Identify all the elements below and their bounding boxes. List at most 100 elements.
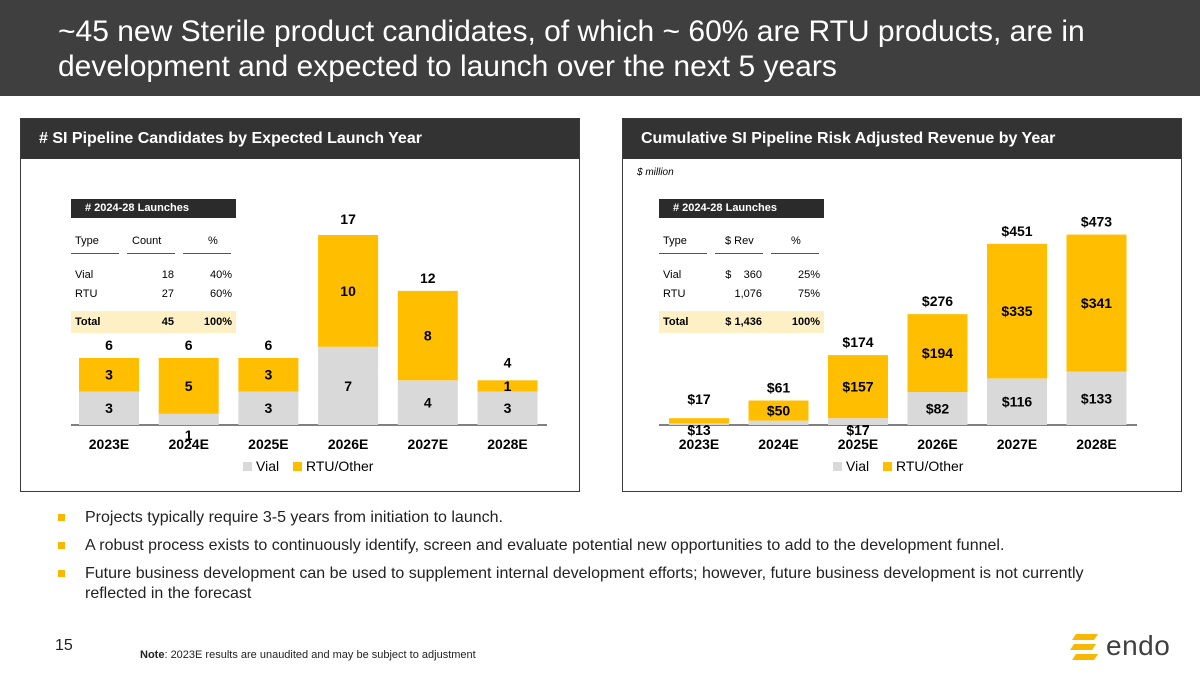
cell: 100% — [203, 316, 232, 328]
footnote: Note: 2023E results are unaudited and ma… — [140, 649, 476, 661]
x-tick-label: 2026E — [917, 436, 957, 452]
data-label-vial: $82 — [926, 401, 950, 417]
cell: 1,076 — [734, 288, 762, 300]
bar-vial — [158, 413, 219, 425]
bar-rtu — [748, 400, 809, 421]
revenue-chart: $13 $17 2023E $50 $61 2024E $17 $157 $174 2025E $8… — [659, 214, 1137, 474]
cell: 25% — [797, 269, 820, 281]
bar-vial — [748, 420, 809, 425]
endo-logo-icon — [1070, 634, 1098, 660]
x-tick-label: 2027E — [408, 436, 448, 452]
header-underline — [183, 253, 231, 254]
bar-rtu — [987, 243, 1047, 379]
total-label: 6 — [185, 337, 193, 353]
data-label-vial: 4 — [424, 395, 432, 411]
header-type: Type — [75, 235, 99, 247]
bar-rtu — [907, 314, 968, 393]
header-count: Count — [132, 235, 162, 247]
header-underline — [715, 253, 763, 254]
cell: $ 1,436 — [725, 316, 762, 328]
total-label: 17 — [340, 211, 356, 227]
header-underline — [771, 253, 819, 254]
cell: $ 360 — [725, 269, 762, 281]
total-label: $473 — [1081, 214, 1112, 230]
table-header-row: Type $ Rev % — [659, 218, 824, 266]
x-tick-label: 2026E — [328, 436, 368, 452]
total-label: $17 — [687, 391, 711, 407]
bar-vial — [987, 378, 1047, 425]
endo-logo: endo — [1068, 630, 1178, 664]
total-label: $174 — [842, 334, 873, 350]
cell: RTU — [75, 288, 98, 300]
bullet-marker — [58, 542, 65, 549]
header-underline — [127, 253, 175, 254]
bar-rtu — [158, 357, 219, 414]
header-revenue: $ Rev — [725, 235, 754, 247]
total-label: $451 — [1001, 223, 1032, 239]
data-label-vial: 7 — [344, 378, 352, 394]
bullet-item: Future business development can be used … — [58, 564, 1138, 604]
bullet-text: Projects typically require 3-5 years fro… — [85, 509, 503, 526]
bar-rtu — [318, 235, 379, 347]
cell: 100% — [791, 316, 820, 328]
candidates-panel: # SI Pipeline Candidates by Expected Lau… — [20, 118, 580, 492]
total-label: 12 — [420, 270, 436, 286]
bar-vial — [318, 346, 379, 425]
cell: Vial — [663, 269, 682, 281]
page-number: 15 — [55, 637, 73, 654]
total-label: 4 — [504, 354, 512, 370]
bullet-marker — [58, 570, 65, 577]
x-tick-label: 2024E — [168, 436, 208, 452]
header-underline — [71, 253, 119, 254]
data-label-rtu: 1 — [504, 378, 512, 394]
cell: Total — [663, 316, 689, 328]
total-label: 6 — [265, 337, 273, 353]
cell: 60% — [209, 288, 232, 300]
header-percent: % — [791, 235, 801, 247]
bar-vial — [907, 392, 968, 425]
bullet-text: Future business development can be used … — [85, 565, 1084, 602]
total-label: $276 — [922, 293, 953, 309]
x-tick-label: 2023E — [679, 436, 719, 452]
bar-rtu — [1066, 234, 1127, 372]
bar-rtu — [669, 418, 729, 424]
total-label: 6 — [105, 337, 113, 353]
cell: 18 — [161, 269, 174, 281]
logo-text: endo — [1106, 630, 1171, 661]
footnote-text: : 2023E results are unaudited and may be… — [164, 649, 476, 661]
cell: 45 — [161, 316, 174, 328]
x-tick-label: 2024E — [758, 436, 798, 452]
data-label-vial: 1 — [185, 427, 193, 443]
candidates-panel-title: # SI Pipeline Candidates by Expected Lau… — [21, 119, 579, 159]
cell: 27 — [161, 288, 174, 300]
cell: Total — [75, 316, 101, 328]
table-row: RTU 27 60% — [71, 285, 236, 304]
footnote-label: Note — [140, 649, 165, 661]
data-label-rtu: $335 — [1001, 303, 1032, 319]
table-title: # 2024-28 Launches — [71, 199, 236, 218]
cell: Vial — [75, 269, 94, 281]
data-label-rtu: $194 — [922, 345, 953, 361]
x-tick-label: 2027E — [997, 436, 1037, 452]
bar-vial — [669, 423, 729, 425]
unit-note: $ million — [637, 167, 674, 178]
bar-vial — [477, 391, 538, 425]
table-header-row: Type Count % — [71, 218, 236, 266]
data-label-vial: 3 — [105, 400, 113, 416]
x-tick-label: 2028E — [1076, 436, 1116, 452]
cell: RTU — [663, 288, 686, 300]
legend-label-vial: Vial — [256, 458, 279, 474]
data-label-rtu: $50 — [767, 403, 791, 419]
x-tick-label: 2025E — [838, 436, 878, 452]
slide-title: ~45 new Sterile product candidates, of w… — [58, 15, 1085, 83]
header-type: Type — [663, 235, 687, 247]
legend-label-rtu: RTU/Other — [896, 458, 964, 474]
legend-swatch-rtu — [293, 462, 302, 471]
legend-swatch-rtu — [883, 462, 892, 471]
bar-vial — [238, 391, 299, 425]
table-row: Vial 18 40% — [71, 266, 236, 285]
table-title: # 2024-28 Launches — [659, 199, 824, 218]
cell: 40% — [209, 269, 232, 281]
legend-label-rtu: RTU/Other — [306, 458, 374, 474]
bar-rtu — [79, 357, 139, 392]
